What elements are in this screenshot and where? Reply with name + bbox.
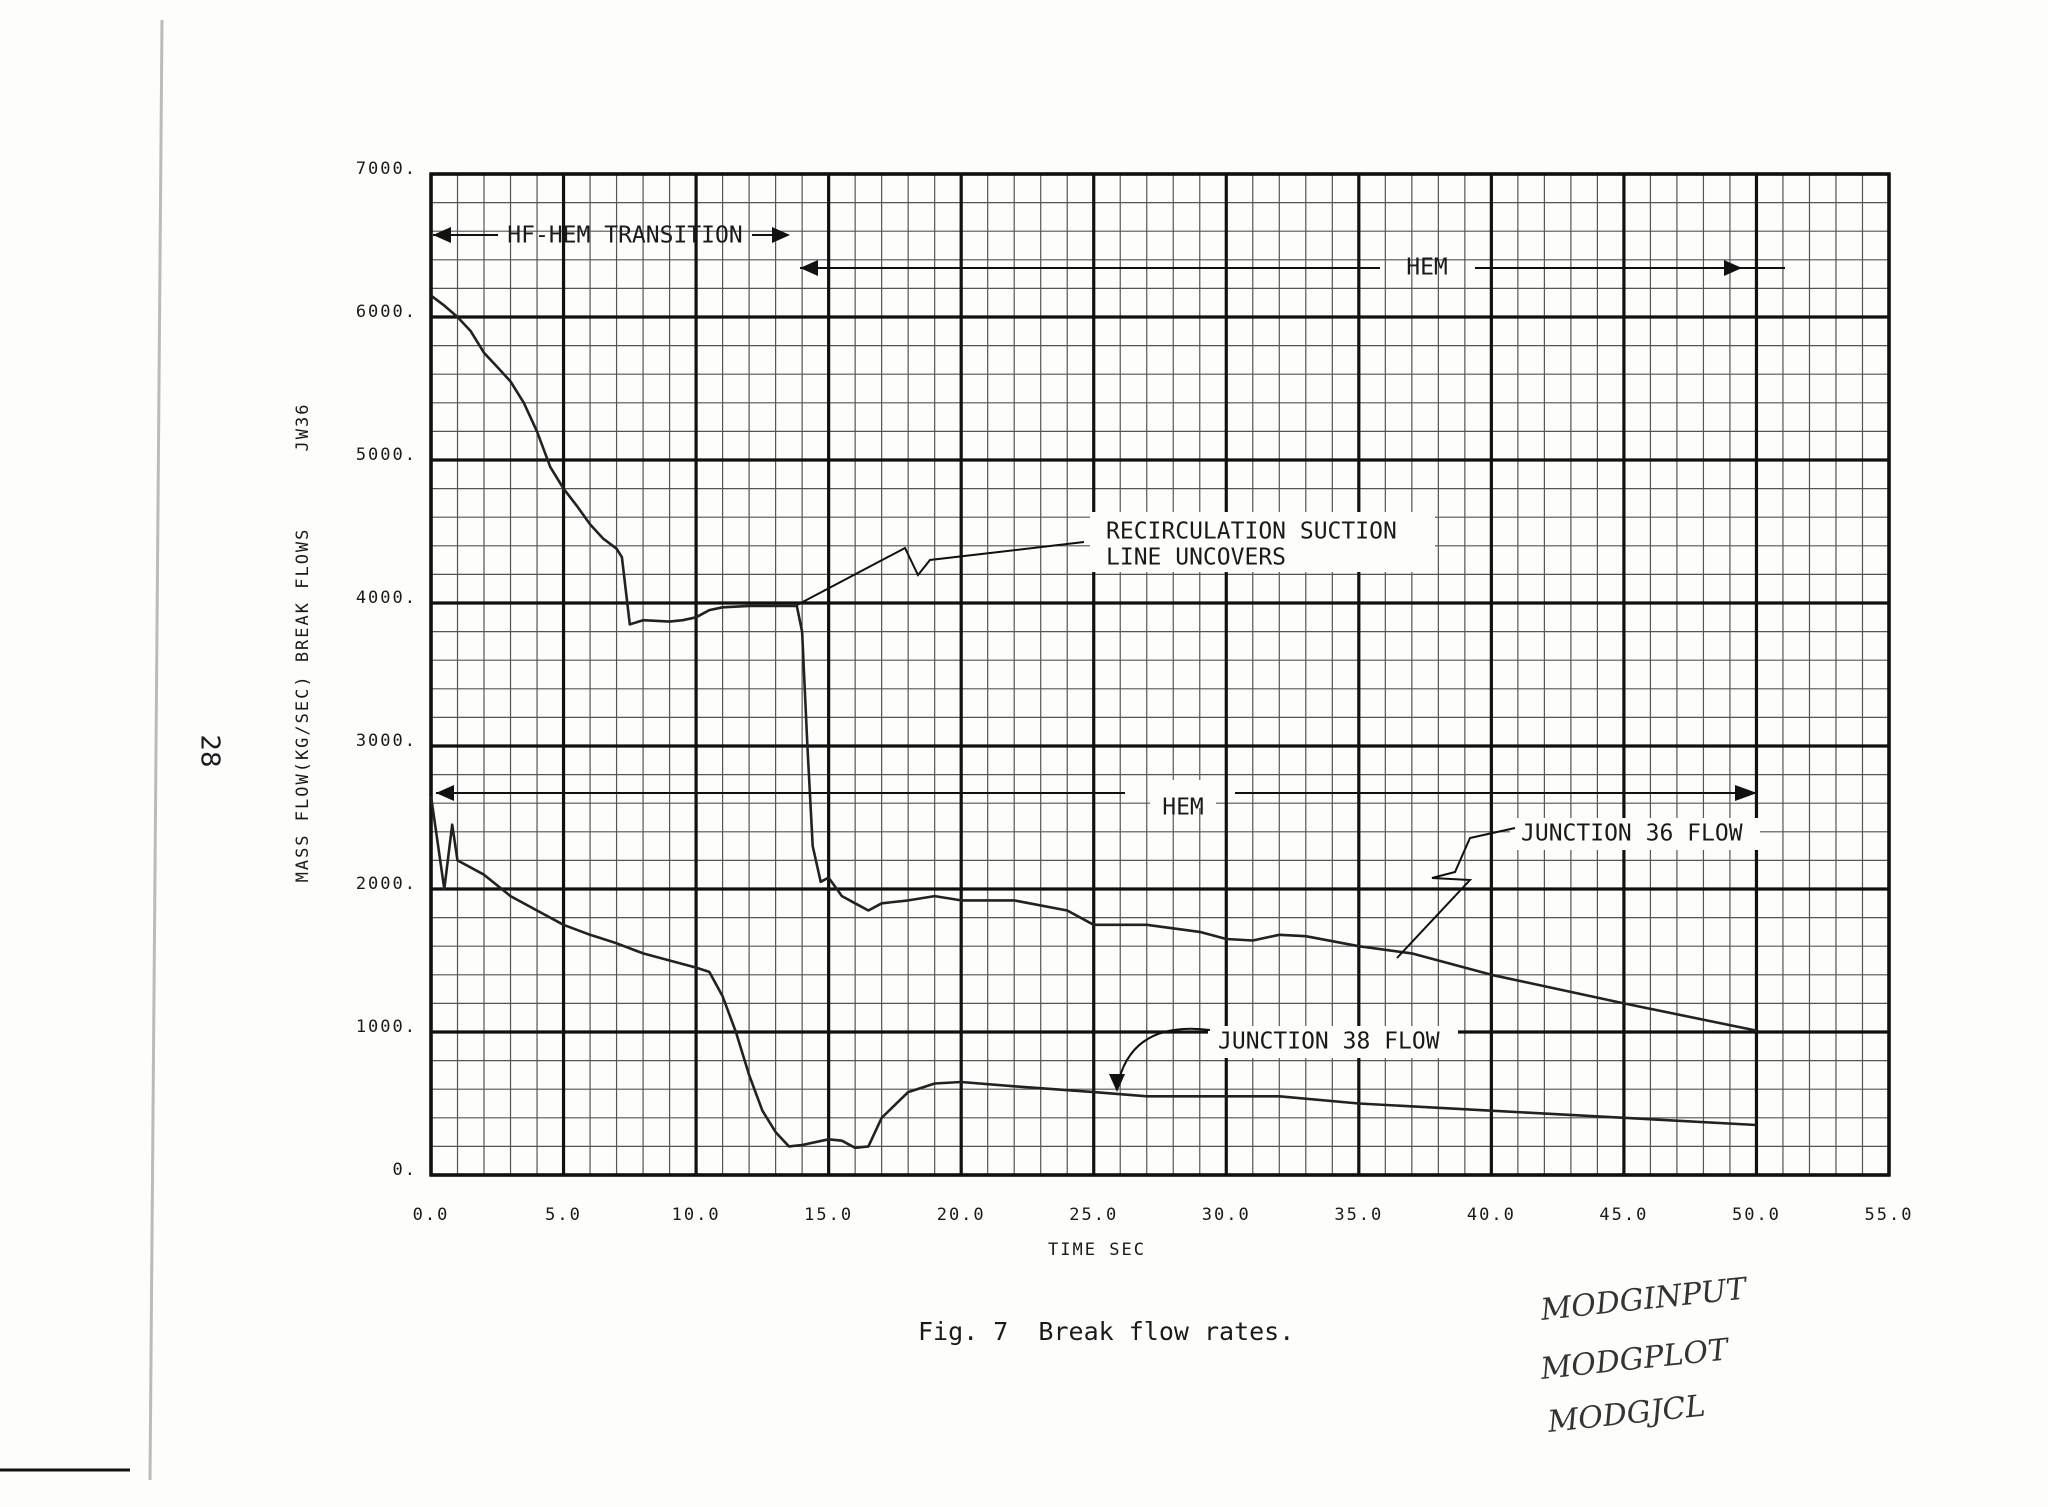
x-tick-label: 40.0 <box>1467 1205 1516 1225</box>
label-bg <box>1090 512 1435 572</box>
y-tick-label: 6000. <box>356 302 417 322</box>
arrow <box>1116 1027 1211 1089</box>
x-tick-label: 15.0 <box>804 1205 853 1225</box>
y-tick-label: 0. <box>393 1160 417 1180</box>
y-tick-label: 1000. <box>356 1017 417 1037</box>
y-tick-label: 7000. <box>356 159 417 179</box>
annotations: HF-HEM TRANSITION HEM RECIRCULATION SUCT… <box>433 223 1785 1092</box>
x-tick-label: 10.0 <box>672 1205 721 1225</box>
legend-label: JUNCTION 36 FLOW <box>1521 821 1743 847</box>
grid: 0.0 5.0 10.0 15.0 20.0 25.0 30.0 35.0 40.0 45.0 50… <box>356 159 1914 1225</box>
y-tick-label: 4000. <box>356 588 417 608</box>
y-tick-label: 2000. <box>356 874 417 894</box>
arrow-head <box>1109 1074 1125 1092</box>
x-tick-label: 20.0 <box>937 1205 986 1225</box>
annotation: LINE UNCOVERS <box>1106 545 1286 571</box>
x-tick-label: 50.0 <box>1732 1205 1781 1225</box>
label-bg <box>1208 1026 1458 1058</box>
plot-id: JW36 <box>293 403 313 452</box>
y-tick-label: 5000. <box>356 445 417 465</box>
label-bg <box>1510 818 1760 850</box>
page-number: 28 <box>195 734 225 767</box>
annotation: HEM <box>1162 795 1204 821</box>
series <box>429 294 1757 1150</box>
annotation: RECIRCULATION SUCTION <box>1106 519 1397 545</box>
x-tick-label: 55.0 <box>1865 1205 1914 1225</box>
series-line <box>430 294 1757 1032</box>
x-tick-label: 35.0 <box>1334 1205 1383 1225</box>
x-tick-label: 5.0 <box>545 1205 582 1225</box>
x-tick-label: 45.0 <box>1599 1205 1648 1225</box>
binding-shadow <box>148 19 164 1481</box>
series-line <box>429 795 1757 1150</box>
arrow <box>796 541 1085 606</box>
x-tick-label: 25.0 <box>1069 1205 1118 1225</box>
y-tick-label: 3000. <box>356 731 417 751</box>
x-axis-label: TIME SEC <box>1048 1240 1146 1260</box>
caption: Fig. 7 Break flow rates. <box>918 1317 1294 1346</box>
plot-frame <box>429 172 1891 1177</box>
x-tick-label: 0.0 <box>413 1205 450 1225</box>
label-bg <box>1150 780 1216 808</box>
legend-label: JUNCTION 38 FLOW <box>1218 1029 1440 1055</box>
x-tick-label: 30.0 <box>1202 1205 1251 1225</box>
arrow <box>1396 827 1516 959</box>
annotation: HF-HEM TRANSITION <box>507 223 742 249</box>
annotation: HEM <box>1406 255 1448 281</box>
y-axis-label: MASS FLOW(KG/SEC) BREAK FLOWS <box>293 528 313 883</box>
